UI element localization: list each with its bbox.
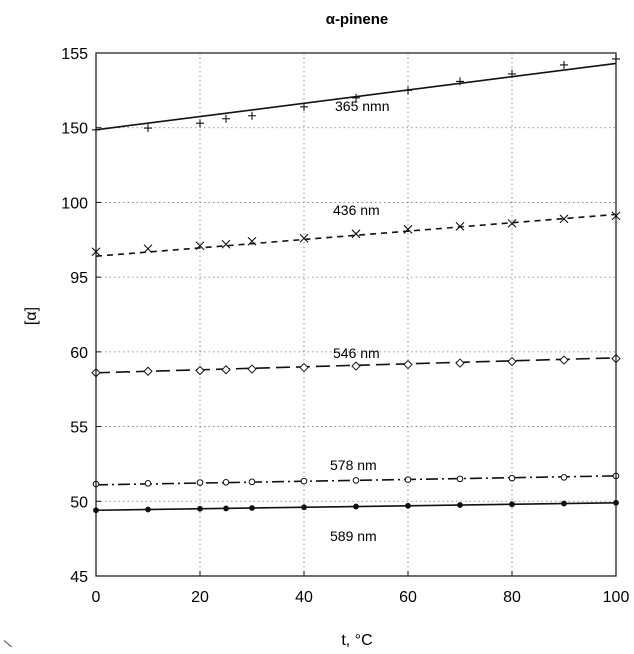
- data-point: [457, 476, 463, 482]
- data-point: [196, 119, 204, 127]
- x-tick-label: 20: [191, 589, 209, 606]
- data-point: [144, 124, 152, 132]
- data-point: [300, 234, 308, 242]
- data-point: [197, 480, 203, 486]
- y-tick-label: 100: [61, 195, 88, 212]
- data-point: [405, 477, 411, 483]
- data-point: [508, 358, 516, 366]
- data-point: [561, 501, 566, 506]
- y-tick-label: 45: [70, 569, 88, 586]
- x-tick-label: 0: [92, 589, 101, 606]
- data-point: [197, 506, 202, 511]
- data-point: [222, 240, 230, 248]
- data-point: [249, 505, 254, 510]
- y-tick-label: 55: [70, 420, 88, 437]
- data-point: [560, 356, 568, 364]
- data-point: [404, 225, 412, 233]
- chart-title: α-pinene: [326, 11, 389, 28]
- series-label: 436 nm: [333, 202, 380, 218]
- data-point: [404, 86, 412, 94]
- x-tick-label: 80: [503, 589, 521, 606]
- data-point: [223, 480, 229, 486]
- data-point: [222, 115, 230, 123]
- data-point: [560, 61, 568, 69]
- data-point: [509, 475, 515, 481]
- series-2: [92, 212, 620, 256]
- data-point: [404, 361, 412, 369]
- data-point: [509, 502, 514, 507]
- data-point: [249, 479, 255, 485]
- series-line: [96, 214, 616, 256]
- x-tick-label: 60: [399, 589, 417, 606]
- data-point: [196, 367, 204, 375]
- x-tick-label: 100: [603, 589, 630, 606]
- series-1: [92, 55, 620, 134]
- series-layer: [92, 55, 620, 513]
- data-point: [353, 478, 359, 484]
- series-label: 546 nm: [333, 345, 380, 361]
- y-tick-label: 95: [70, 270, 88, 287]
- data-point: [352, 230, 360, 238]
- y-tick-label: 150: [61, 121, 88, 138]
- data-point: [144, 367, 152, 375]
- series-labels: 365 nmn 436 nm 546 nm 578 nm 589 nm: [330, 98, 389, 544]
- data-point: [222, 366, 230, 374]
- data-point: [144, 245, 152, 253]
- series-label: 365 nmn: [335, 98, 389, 114]
- data-point: [301, 505, 306, 510]
- y-axis-label: [α]: [23, 307, 40, 325]
- data-point: [353, 504, 358, 509]
- grid-lines: [96, 53, 616, 576]
- y-tick-label: 50: [70, 494, 88, 511]
- data-point: [300, 364, 308, 372]
- plot-frame: [96, 53, 616, 576]
- data-point: [145, 507, 150, 512]
- data-point: [352, 362, 360, 370]
- data-point: [457, 502, 462, 507]
- data-point: [456, 359, 464, 367]
- data-point: [145, 481, 151, 487]
- data-point: [248, 365, 256, 373]
- y-tick-label: 155: [61, 46, 88, 63]
- data-point: [301, 478, 307, 484]
- series-5: [93, 500, 618, 513]
- x-axis-label: t, °C: [341, 632, 372, 649]
- axis-ticks: 0 20 40 60 80 100 45 50 55 60 95 100 150 155: [61, 46, 629, 606]
- data-point: [223, 506, 228, 511]
- series-label: 589 nm: [330, 528, 377, 544]
- data-point: [405, 503, 410, 508]
- series-4: [93, 473, 619, 487]
- series-label: 578 nm: [330, 457, 377, 473]
- y-tick-label: 60: [70, 345, 88, 362]
- x-tick-label: 40: [295, 589, 313, 606]
- data-point: [561, 475, 567, 481]
- data-point: [248, 112, 256, 120]
